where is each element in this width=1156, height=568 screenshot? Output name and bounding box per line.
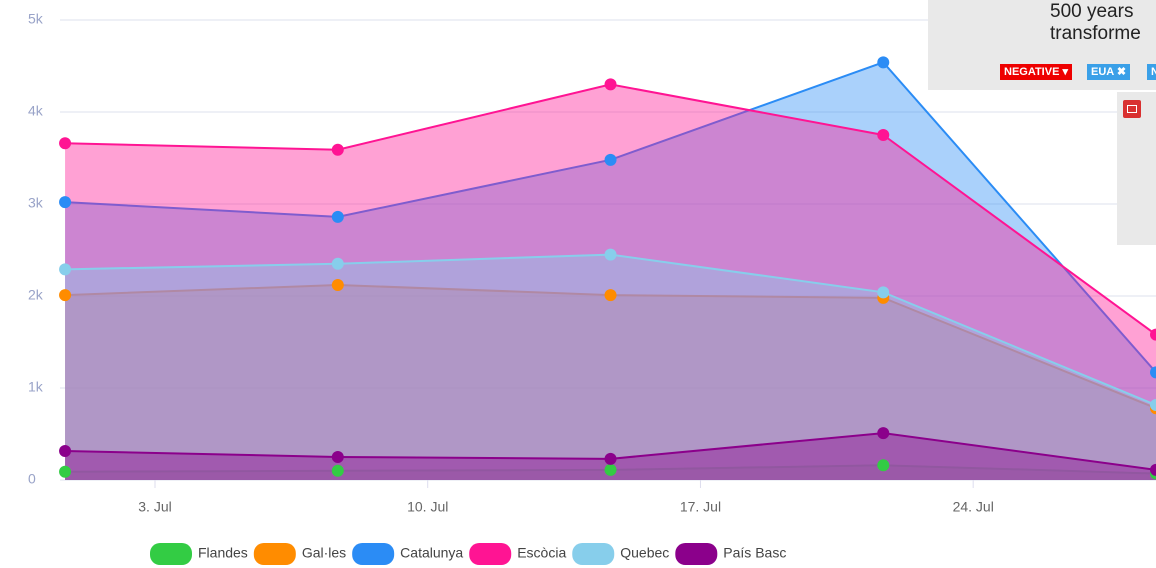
point [1150,328,1156,341]
point [59,263,72,276]
point [59,445,72,458]
news-icon[interactable] [1123,100,1141,118]
legend-label: País Basc [723,545,786,561]
y-tick-label: 0 [28,471,36,487]
x-tick-label: 3. Jul [138,499,171,515]
legend-label: Catalunya [400,545,463,561]
legend-swatch [352,543,395,565]
legend-label: Flandes [198,545,248,561]
popup-title: transforme [1050,23,1141,44]
legend-swatch [150,543,192,565]
point [877,56,890,69]
area-fill [65,254,1156,480]
tag-label: N [1151,66,1156,78]
point [604,248,617,261]
point [1150,463,1156,476]
tag[interactable]: N [1147,64,1156,80]
side-panel [1117,92,1156,245]
tag-label: NEGATIVE [1004,66,1060,78]
area-fill [65,62,1156,480]
legend-label: Escòcia [517,545,566,561]
legend-swatch [572,543,615,565]
tag[interactable]: NEGATIVE ▾ [1000,64,1072,80]
legend-swatch [675,543,718,565]
y-tick-label: 1k [28,379,44,395]
legend-swatch [469,543,512,565]
popup-title: 500 years [1050,1,1134,22]
point [59,196,72,209]
y-tick-label: 4k [28,103,44,119]
point [331,451,344,463]
point [877,286,890,299]
point [604,452,617,465]
point [604,289,617,302]
point [604,78,617,91]
point [1150,366,1156,379]
point [59,465,72,478]
point [331,257,344,270]
legend-label: Gal·les [302,545,346,561]
point [1150,399,1156,412]
point [331,278,344,291]
legend-label: Quebec [620,545,669,561]
point [877,129,890,141]
point [604,463,617,476]
x-tick-label: 24. Jul [953,499,994,515]
area-fill [65,84,1156,481]
point [59,137,72,150]
y-tick-label: 5k [28,11,44,27]
news-popup: 500 years transforme NEGATIVE ▾ EUA ✖ N [928,0,1156,90]
point [59,289,72,302]
point [604,153,617,166]
tag-label: EUA [1091,66,1114,78]
tag[interactable]: EUA ✖ [1087,64,1131,80]
y-tick-label: 3k [28,195,44,211]
x-tick-label: 10. Jul [407,499,448,515]
point [331,143,344,156]
legend-swatch [253,543,296,565]
point [331,464,344,477]
y-tick-label: 2k [28,287,44,303]
point [877,459,890,472]
point [877,427,890,440]
x-tick-label: 17. Jul [680,499,721,515]
point [331,210,344,223]
